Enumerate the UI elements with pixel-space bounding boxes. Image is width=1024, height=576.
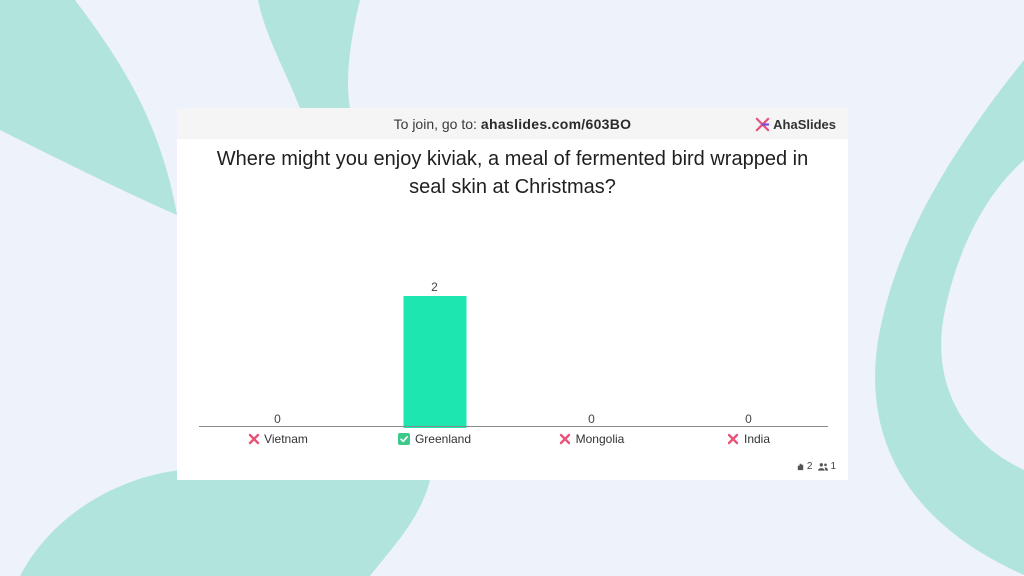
- users-icon: [818, 463, 829, 471]
- question-line-1: Where might you enjoy kiviak, a meal of …: [216, 148, 809, 170]
- footer-stats: 2 1: [796, 461, 836, 472]
- question-line-2: seal skin at Christmas?: [409, 176, 616, 198]
- brand-logo: AhaSlides: [755, 115, 836, 133]
- question-title: Where might you enjoy kiviak, a meal of …: [177, 145, 848, 201]
- x-axis-line: [199, 426, 828, 427]
- ahaslides-logo-icon: [755, 117, 770, 131]
- cross-icon: [727, 433, 740, 446]
- cross-icon: [247, 433, 260, 446]
- join-prefix: To join, go to:: [393, 115, 477, 132]
- category-label-vietnam: Vietnam: [199, 432, 356, 446]
- bar-value-greenland: 2: [431, 280, 438, 294]
- hand-icon: [797, 463, 804, 471]
- category-text: Mongolia: [575, 432, 625, 446]
- bar-chart: 0 2 0 0: [199, 258, 828, 428]
- check-icon: [398, 433, 411, 446]
- participants-count: 1: [818, 461, 836, 472]
- category-label-greenland: Greenland: [356, 432, 513, 446]
- bar-column-vietnam: 0: [199, 258, 356, 428]
- bar-value-india: 0: [745, 412, 752, 426]
- bar-column-mongolia: 0: [513, 258, 670, 428]
- category-text: Vietnam: [264, 432, 308, 446]
- slide-card: To join, go to: ahaslides.com/603BO AhaS…: [177, 108, 848, 480]
- bar-value-mongolia: 0: [588, 412, 595, 426]
- category-text: India: [743, 432, 771, 446]
- brand-name: AhaSlides: [773, 116, 836, 132]
- category-label-india: India: [670, 432, 827, 446]
- responses-count: 2: [796, 461, 812, 472]
- category-text: Greenland: [414, 432, 472, 446]
- join-url[interactable]: ahaslides.com/603BO: [480, 115, 632, 132]
- bar-value-vietnam: 0: [274, 412, 281, 426]
- cross-icon: [559, 433, 572, 446]
- join-bar: To join, go to: ahaslides.com/603BO: [177, 108, 848, 139]
- bar-column-greenland: 2: [356, 258, 513, 428]
- category-label-mongolia: Mongolia: [513, 432, 670, 446]
- bar-greenland: [403, 296, 466, 428]
- bar-column-india: 0: [670, 258, 827, 428]
